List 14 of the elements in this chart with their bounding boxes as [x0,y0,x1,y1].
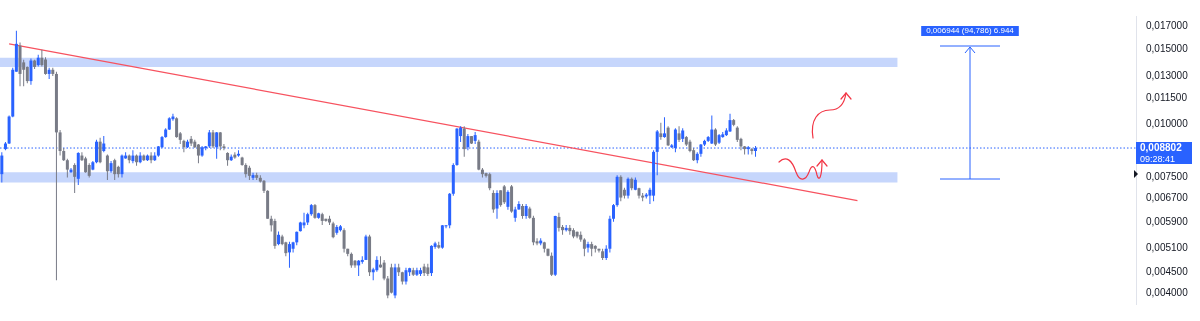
y-tick-label: 0,010000 [1146,118,1189,130]
y-tick-label: 0,017000 [1146,20,1189,32]
y-tick-label: 0,015000 [1146,43,1189,55]
annotation: 0,006944 (94,786) 6.944 [926,26,1015,36]
y-tick-label: 0,004500 [1146,265,1189,277]
y-tick-label: 0,005100 [1146,242,1189,254]
y-tick-label: 0,011500 [1146,92,1188,104]
y-tick-label: 0,006700 [1146,192,1189,204]
y-tick-label: 0,005900 [1146,215,1189,227]
y-tick-label: 0,013000 [1146,69,1189,81]
ref-line-label: 0,008802 [1140,141,1183,153]
text: 09:28:41 [1140,153,1176,164]
y-tick-label: 0,007500 [1146,171,1189,183]
y-tick-label: 0,004000 [1146,287,1189,299]
